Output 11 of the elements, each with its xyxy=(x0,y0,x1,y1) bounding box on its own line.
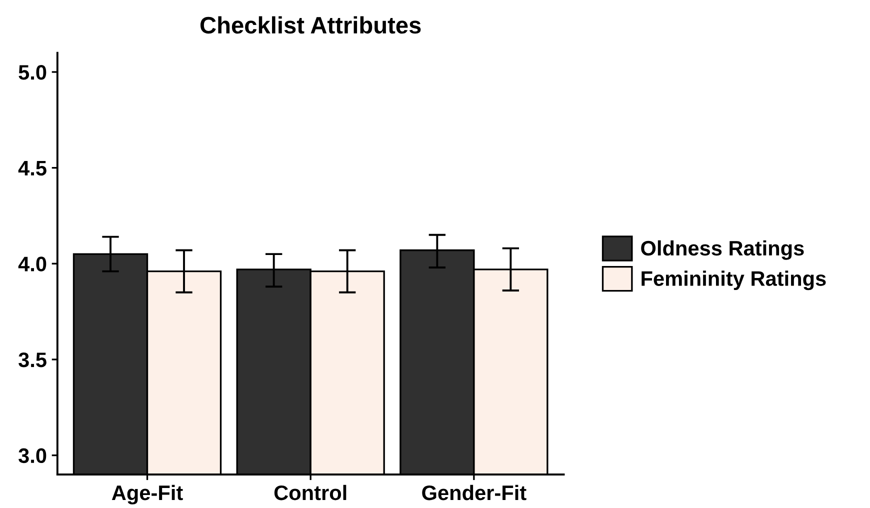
y-tick-label: 3.0 xyxy=(18,448,46,464)
y-tick-label: 4.5 xyxy=(18,161,46,176)
y-tick-label: 5.0 xyxy=(18,65,46,80)
x-tick-label: Age-Fit xyxy=(112,484,183,504)
y-tick-label: 3.5 xyxy=(18,352,46,368)
chart-title: Checklist Attributes xyxy=(200,16,421,34)
x-tick-label: Control xyxy=(274,484,346,500)
legend-label: Oldness Ratings xyxy=(641,240,804,260)
legend-label: Femininity Ratings xyxy=(642,270,826,290)
x-tick-label: Gender-Fit xyxy=(422,484,526,500)
y-tick-label: 4.0 xyxy=(18,256,46,272)
